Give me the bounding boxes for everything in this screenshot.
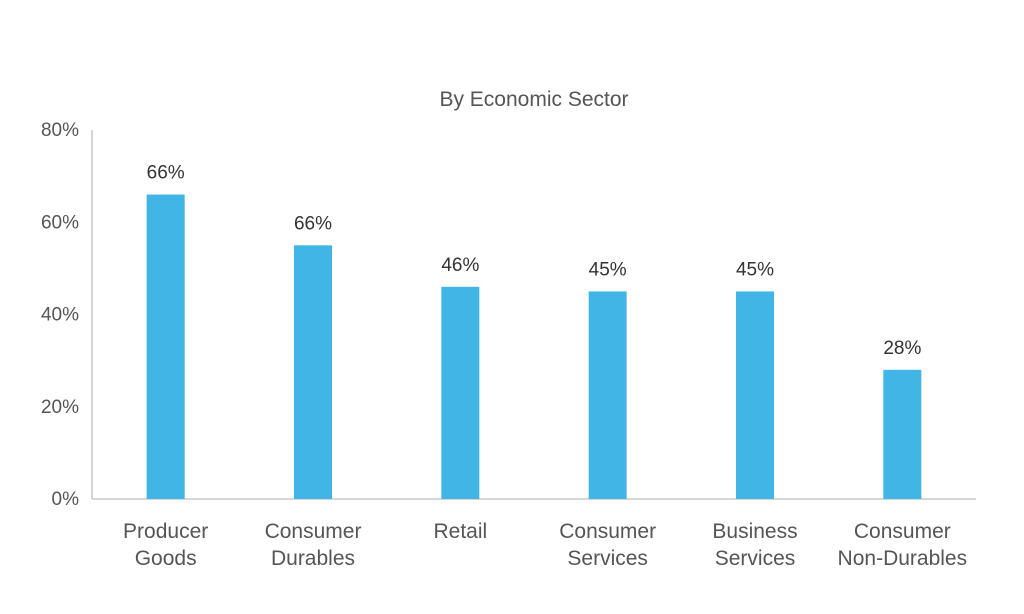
bar: [146, 194, 185, 499]
x-tick-label-line: Non-Durables: [838, 547, 968, 570]
bars-group: [146, 194, 922, 499]
bar: [588, 291, 627, 499]
x-tick-label: Consumer Durables: [265, 520, 362, 570]
y-tick-label: 40%: [41, 305, 79, 326]
y-tick-label: 20%: [41, 397, 79, 418]
x-tick-label: Retail: [433, 520, 487, 543]
data-label: 46%: [441, 255, 479, 276]
x-tick-label-line: Business: [712, 520, 797, 543]
data-label: 66%: [294, 213, 332, 234]
x-tick-label-line: Producer: [123, 520, 208, 543]
x-tick-label-line: Consumer: [559, 520, 656, 543]
data-label: 45%: [589, 259, 627, 280]
x-tick-label-line: Consumer: [854, 520, 951, 543]
data-label: 66%: [147, 163, 185, 184]
x-tick-label: Producer Goods: [123, 520, 208, 570]
data-labels-group: 66% 66% 46% 45% 45% 28%: [147, 163, 922, 359]
bar: [441, 286, 480, 499]
data-label: 28%: [883, 338, 921, 359]
y-tick-label: 80%: [41, 120, 79, 141]
bar: [294, 245, 332, 499]
y-tick-label: 60%: [41, 212, 79, 233]
x-tick-label-line: Consumer: [265, 520, 362, 543]
x-tick-label-line: Services: [715, 547, 796, 570]
x-tick-label: Consumer Non-Durables: [838, 520, 968, 570]
x-tick-label: Business Services: [712, 520, 797, 570]
y-tick-label: 0%: [52, 489, 80, 510]
bar: [883, 369, 922, 499]
chart-title: By Economic Sector: [439, 88, 628, 111]
bar: [736, 291, 774, 499]
x-axis-ticks: Producer Goods Consumer Durables Retail Consu…: [123, 520, 967, 570]
y-axis-ticks: 0% 20% 40% 60% 80%: [41, 120, 79, 510]
x-tick-label-line: Durables: [271, 547, 355, 570]
x-tick-label-line: Retail: [433, 520, 487, 543]
data-label: 45%: [736, 259, 774, 280]
x-tick-label-line: Goods: [135, 547, 197, 570]
x-tick-label-line: Services: [567, 547, 648, 570]
x-tick-label: Consumer Services: [559, 520, 656, 570]
